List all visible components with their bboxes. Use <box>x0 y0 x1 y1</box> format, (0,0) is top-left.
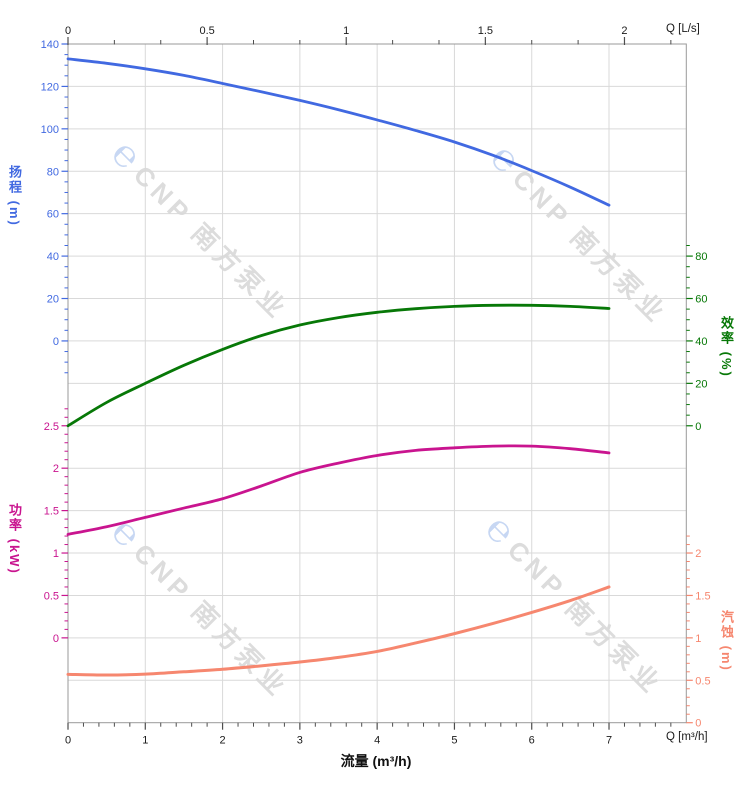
efficiency-tick-label: 40 <box>695 336 707 348</box>
top-flow-tick-label: 1.5 <box>478 25 493 37</box>
head-tick-label: 60 <box>47 209 59 221</box>
top-flow-tick-label: 0.5 <box>199 25 214 37</box>
x-axis-bottom: 0 1 2 3 4 5 6 7 <box>65 722 672 747</box>
npsh-axis-title: 汽蚀 (m) <box>718 610 734 672</box>
efficiency-tick-label: 0 <box>695 421 701 433</box>
head-tick-label: 140 <box>41 39 59 51</box>
npsh-tick-label: 0 <box>695 718 701 730</box>
power-curve <box>66 444 611 536</box>
flow-tick-label: 0 <box>65 735 71 747</box>
efficiency-tick-label: 80 <box>695 251 707 263</box>
power-axis-title: 功率 (kW) <box>6 503 22 575</box>
power-axis: 2.5 2 1.5 1 0.5 0 <box>44 408 68 645</box>
flow-tick-label: 7 <box>606 735 612 747</box>
flow-tick-label: 6 <box>529 735 535 747</box>
head-tick-label: 80 <box>47 166 59 178</box>
npsh-tick-label: 2 <box>695 548 701 560</box>
flow-axis-title: 流量 (m³/h) <box>340 753 412 769</box>
npsh-axis: 2 1.5 1 0.5 0 <box>686 535 711 730</box>
power-tick-label: 0.5 <box>44 590 59 602</box>
head-tick-label: 100 <box>41 124 59 136</box>
top-axis-unit: Q [L/s] <box>666 23 700 35</box>
top-flow-tick-label: 2 <box>621 25 627 37</box>
power-tick-label: 2.5 <box>44 421 59 433</box>
efficiency-axis-title: 效率 (%) <box>718 316 734 378</box>
flow-tick-label: 2 <box>220 735 226 747</box>
npsh-curve <box>66 585 611 677</box>
flow-tick-label: 1 <box>142 735 148 747</box>
head-curve <box>66 57 611 207</box>
efficiency-tick-label: 20 <box>695 378 707 390</box>
flow-tick-label: 5 <box>451 735 457 747</box>
efficiency-axis: 80 60 40 20 0 <box>686 244 708 433</box>
top-flow-tick-label: 0 <box>65 25 71 37</box>
x-axis-top: 0 0.5 1 1.5 2 <box>65 25 672 45</box>
flow-tick-label: 3 <box>297 735 303 747</box>
head-axis: 140 120 100 80 60 40 20 0 <box>41 39 68 374</box>
power-tick-label: 1.5 <box>44 506 59 518</box>
flow-tick-label: 4 <box>374 735 380 747</box>
head-tick-label: 0 <box>53 336 59 348</box>
head-tick-label: 20 <box>47 294 59 306</box>
head-tick-label: 40 <box>47 251 59 263</box>
npsh-tick-label: 1.5 <box>695 590 710 602</box>
power-tick-label: 0 <box>53 633 59 645</box>
head-tick-label: 120 <box>41 81 59 93</box>
head-axis-title: 扬程 (m) <box>6 165 22 227</box>
npsh-tick-label: 0.5 <box>695 675 710 687</box>
efficiency-tick-label: 60 <box>695 294 707 306</box>
power-tick-label: 1 <box>53 548 59 560</box>
grid <box>68 44 687 723</box>
npsh-tick-label: 1 <box>695 633 701 645</box>
bottom-axis-unit: Q [m³/h] <box>666 731 708 743</box>
top-flow-tick-label: 1 <box>343 25 349 37</box>
efficiency-curve <box>66 303 611 428</box>
power-tick-label: 2 <box>53 463 59 475</box>
